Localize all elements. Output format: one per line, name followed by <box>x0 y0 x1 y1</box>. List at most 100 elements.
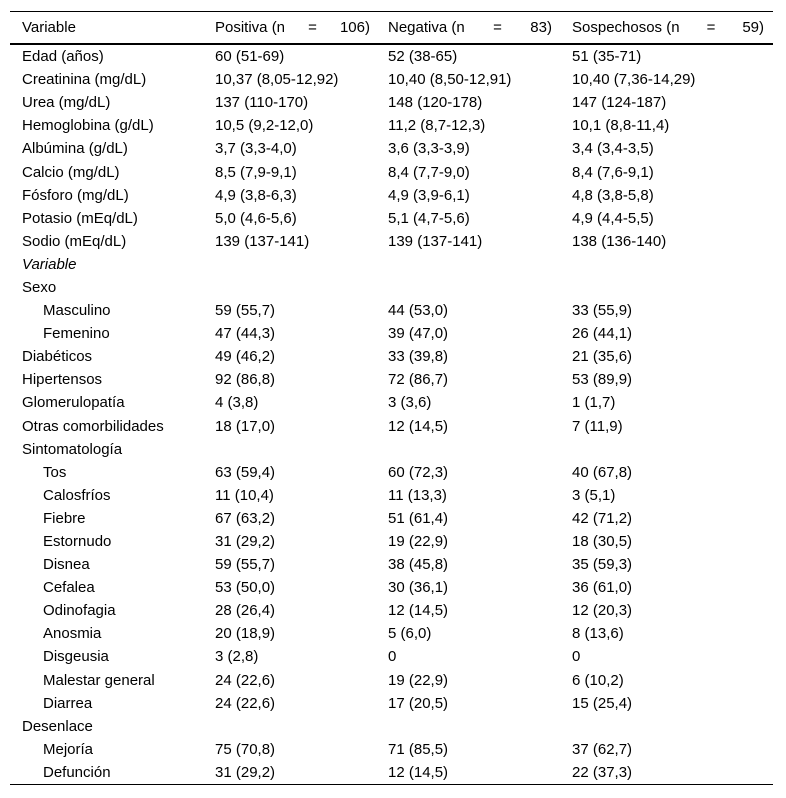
table-row: Fósforo (mg/dL) 4,9 (3,8-6,3) 4,9 (3,9-6,1… <box>10 184 773 207</box>
cell-negativa: 38 (45,8) <box>388 556 449 574</box>
column-header-sospechosos: Sospechosos (n = 59) <box>572 19 773 36</box>
table-row: Disgeusia 3 (2,8) 0 0 <box>10 645 773 668</box>
cell-negativa: 12 (14,5) <box>388 602 449 620</box>
cell-sospechosos: 8,4 (7,6-9,1) <box>572 163 654 181</box>
table-row: Creatinina (mg/dL) 10,37 (8,05-12,92) 10,4… <box>10 68 773 91</box>
table-row: Urea (mg/dL) 137 (110-170) 148 (120-178) 14… <box>10 91 773 114</box>
cell-sospechosos: 4,9 (4,4-5,5) <box>572 209 654 227</box>
row-label: Edad (años) <box>22 48 104 66</box>
cell-positiva: 24 (22,6) <box>215 671 276 689</box>
row-label: Hemoglobina (g/dL) <box>22 117 154 135</box>
table-row: Glomerulopatía 4 (3,8) 3 (3,6) 1 (1,7) <box>10 391 773 414</box>
row-label: Disgeusia <box>43 648 109 666</box>
cell-negativa: 33 (39,8) <box>388 348 449 366</box>
cell-positiva: 4,9 (3,8-6,3) <box>215 186 297 204</box>
cell-sospechosos: 8 (13,6) <box>572 625 624 643</box>
row-label: Anosmia <box>43 625 102 643</box>
table-row: Potasio (mEq/dL) 5,0 (4,6-5,6) 5,1 (4,7-5,… <box>10 207 773 230</box>
column-header-negativa-label: Negativa (n <box>388 19 465 36</box>
row-label: Fiebre <box>43 509 86 527</box>
cell-negativa: 12 (14,5) <box>388 417 449 435</box>
row-label: Sexo <box>22 278 57 296</box>
cell-sospechosos: 22 (37,3) <box>572 763 633 781</box>
cell-positiva: 5,0 (4,6-5,6) <box>215 209 297 227</box>
cell-positiva: 10,5 (9,2-12,0) <box>215 117 314 135</box>
row-label: Calcio (mg/dL) <box>22 163 120 181</box>
cell-sospechosos: 12 (20,3) <box>572 602 633 620</box>
cell-positiva: 8,5 (7,9-9,1) <box>215 163 297 181</box>
row-label: Mejoría <box>43 740 94 758</box>
cell-positiva: 53 (50,0) <box>215 579 276 597</box>
table-row: Mejoría 75 (70,8) 71 (85,5) 37 (62,7) <box>10 738 773 761</box>
cell-positiva: 59 (55,7) <box>215 556 276 574</box>
cell-sospechosos: 4,8 (3,8-5,8) <box>572 186 654 204</box>
cell-positiva: 67 (63,2) <box>215 509 276 527</box>
cell-positiva: 92 (86,8) <box>215 371 276 389</box>
row-label: Glomerulopatía <box>22 394 125 412</box>
cell-positiva: 31 (29,2) <box>215 763 276 781</box>
row-label: Odinofagia <box>43 602 116 620</box>
column-header-positiva: Positiva (n = 106) <box>215 19 388 36</box>
table-body: Edad (años) 60 (51-69) 52 (38-65) 51 (35-71… <box>10 45 773 784</box>
clinical-characteristics-table: Variable Positiva (n = 106) Negativa (n … <box>10 11 773 785</box>
cell-negativa: 19 (22,9) <box>388 533 449 551</box>
row-label: Urea (mg/dL) <box>22 94 111 112</box>
row-label: Variable <box>22 255 77 273</box>
column-header-sospechosos-eq: = <box>706 19 716 36</box>
cell-sospechosos: 53 (89,9) <box>572 371 633 389</box>
cell-negativa: 5 (6,0) <box>388 625 432 643</box>
row-label: Sodio (mEq/dL) <box>22 232 127 250</box>
cell-sospechosos: 18 (30,5) <box>572 533 633 551</box>
cell-negativa: 19 (22,9) <box>388 671 449 689</box>
cell-negativa: 51 (61,4) <box>388 509 449 527</box>
cell-sospechosos: 0 <box>572 648 581 666</box>
cell-sospechosos: 3 (5,1) <box>572 486 616 504</box>
cell-sospechosos: 10,1 (8,8-11,4) <box>572 117 670 135</box>
cell-negativa: 3,6 (3,3-3,9) <box>388 140 470 158</box>
cell-positiva: 137 (110-170) <box>215 94 309 112</box>
row-label: Otras comorbilidades <box>22 417 164 435</box>
cell-sospechosos: 10,40 (7,36-14,29) <box>572 71 696 89</box>
cell-positiva: 139 (137-141) <box>215 232 310 250</box>
table-row: Tos 63 (59,4) 60 (72,3) 40 (67,8) <box>10 461 773 484</box>
column-header-positiva-n: 106) <box>339 19 370 36</box>
table-row: Diabéticos 49 (46,2) 33 (39,8) 21 (35,6) <box>10 345 773 368</box>
cell-sospechosos: 51 (35-71) <box>572 48 642 66</box>
cell-sospechosos: 15 (25,4) <box>572 694 633 712</box>
table-row: Sodio (mEq/dL) 139 (137-141) 139 (137-141)… <box>10 230 773 253</box>
column-header-variable: Variable <box>22 19 76 36</box>
cell-negativa: 44 (53,0) <box>388 302 449 320</box>
cell-negativa: 60 (72,3) <box>388 463 449 481</box>
cell-positiva: 63 (59,4) <box>215 463 276 481</box>
table-row: Malestar general 24 (22,6) 19 (22,9) 6 (10,… <box>10 669 773 692</box>
column-header-sospechosos-label: Sospechosos (n <box>572 19 680 36</box>
table-row: Diarrea 24 (22,6) 17 (20,5) 15 (25,4) <box>10 692 773 715</box>
cell-positiva: 20 (18,9) <box>215 625 276 643</box>
cell-positiva: 24 (22,6) <box>215 694 276 712</box>
table-row: Calcio (mg/dL) 8,5 (7,9-9,1) 8,4 (7,7-9,0)… <box>10 160 773 183</box>
table-row: Cefalea 53 (50,0) 30 (36,1) 36 (61,0) <box>10 576 773 599</box>
table-row: Estornudo 31 (29,2) 19 (22,9) 18 (30,5) <box>10 530 773 553</box>
row-label: Defunción <box>43 763 111 781</box>
row-label: Masculino <box>43 302 111 320</box>
table-row: Fiebre 67 (63,2) 51 (61,4) 42 (71,2) <box>10 507 773 530</box>
row-label: Malestar general <box>43 671 155 689</box>
cell-sospechosos: 37 (62,7) <box>572 740 633 758</box>
cell-sospechosos: 6 (10,2) <box>572 671 624 689</box>
cell-positiva: 3 (2,8) <box>215 648 259 666</box>
table-row: Sintomatología <box>10 438 773 461</box>
table-row: Sexo <box>10 276 773 299</box>
table-row: Odinofagia 28 (26,4) 12 (14,5) 12 (20,3) <box>10 599 773 622</box>
cell-positiva: 3,7 (3,3-4,0) <box>215 140 297 158</box>
row-label: Calosfríos <box>43 486 111 504</box>
row-label: Potasio (mEq/dL) <box>22 209 138 227</box>
cell-negativa: 4,9 (3,9-6,1) <box>388 186 470 204</box>
cell-positiva: 28 (26,4) <box>215 602 276 620</box>
cell-negativa: 17 (20,5) <box>388 694 449 712</box>
table-header-row: Variable Positiva (n = 106) Negativa (n … <box>10 12 773 45</box>
cell-positiva: 18 (17,0) <box>215 417 276 435</box>
cell-sospechosos: 40 (67,8) <box>572 463 633 481</box>
column-header-negativa-n: 83) <box>530 19 552 36</box>
cell-negativa: 12 (14,5) <box>388 763 449 781</box>
column-header-negativa-eq: = <box>493 19 502 36</box>
